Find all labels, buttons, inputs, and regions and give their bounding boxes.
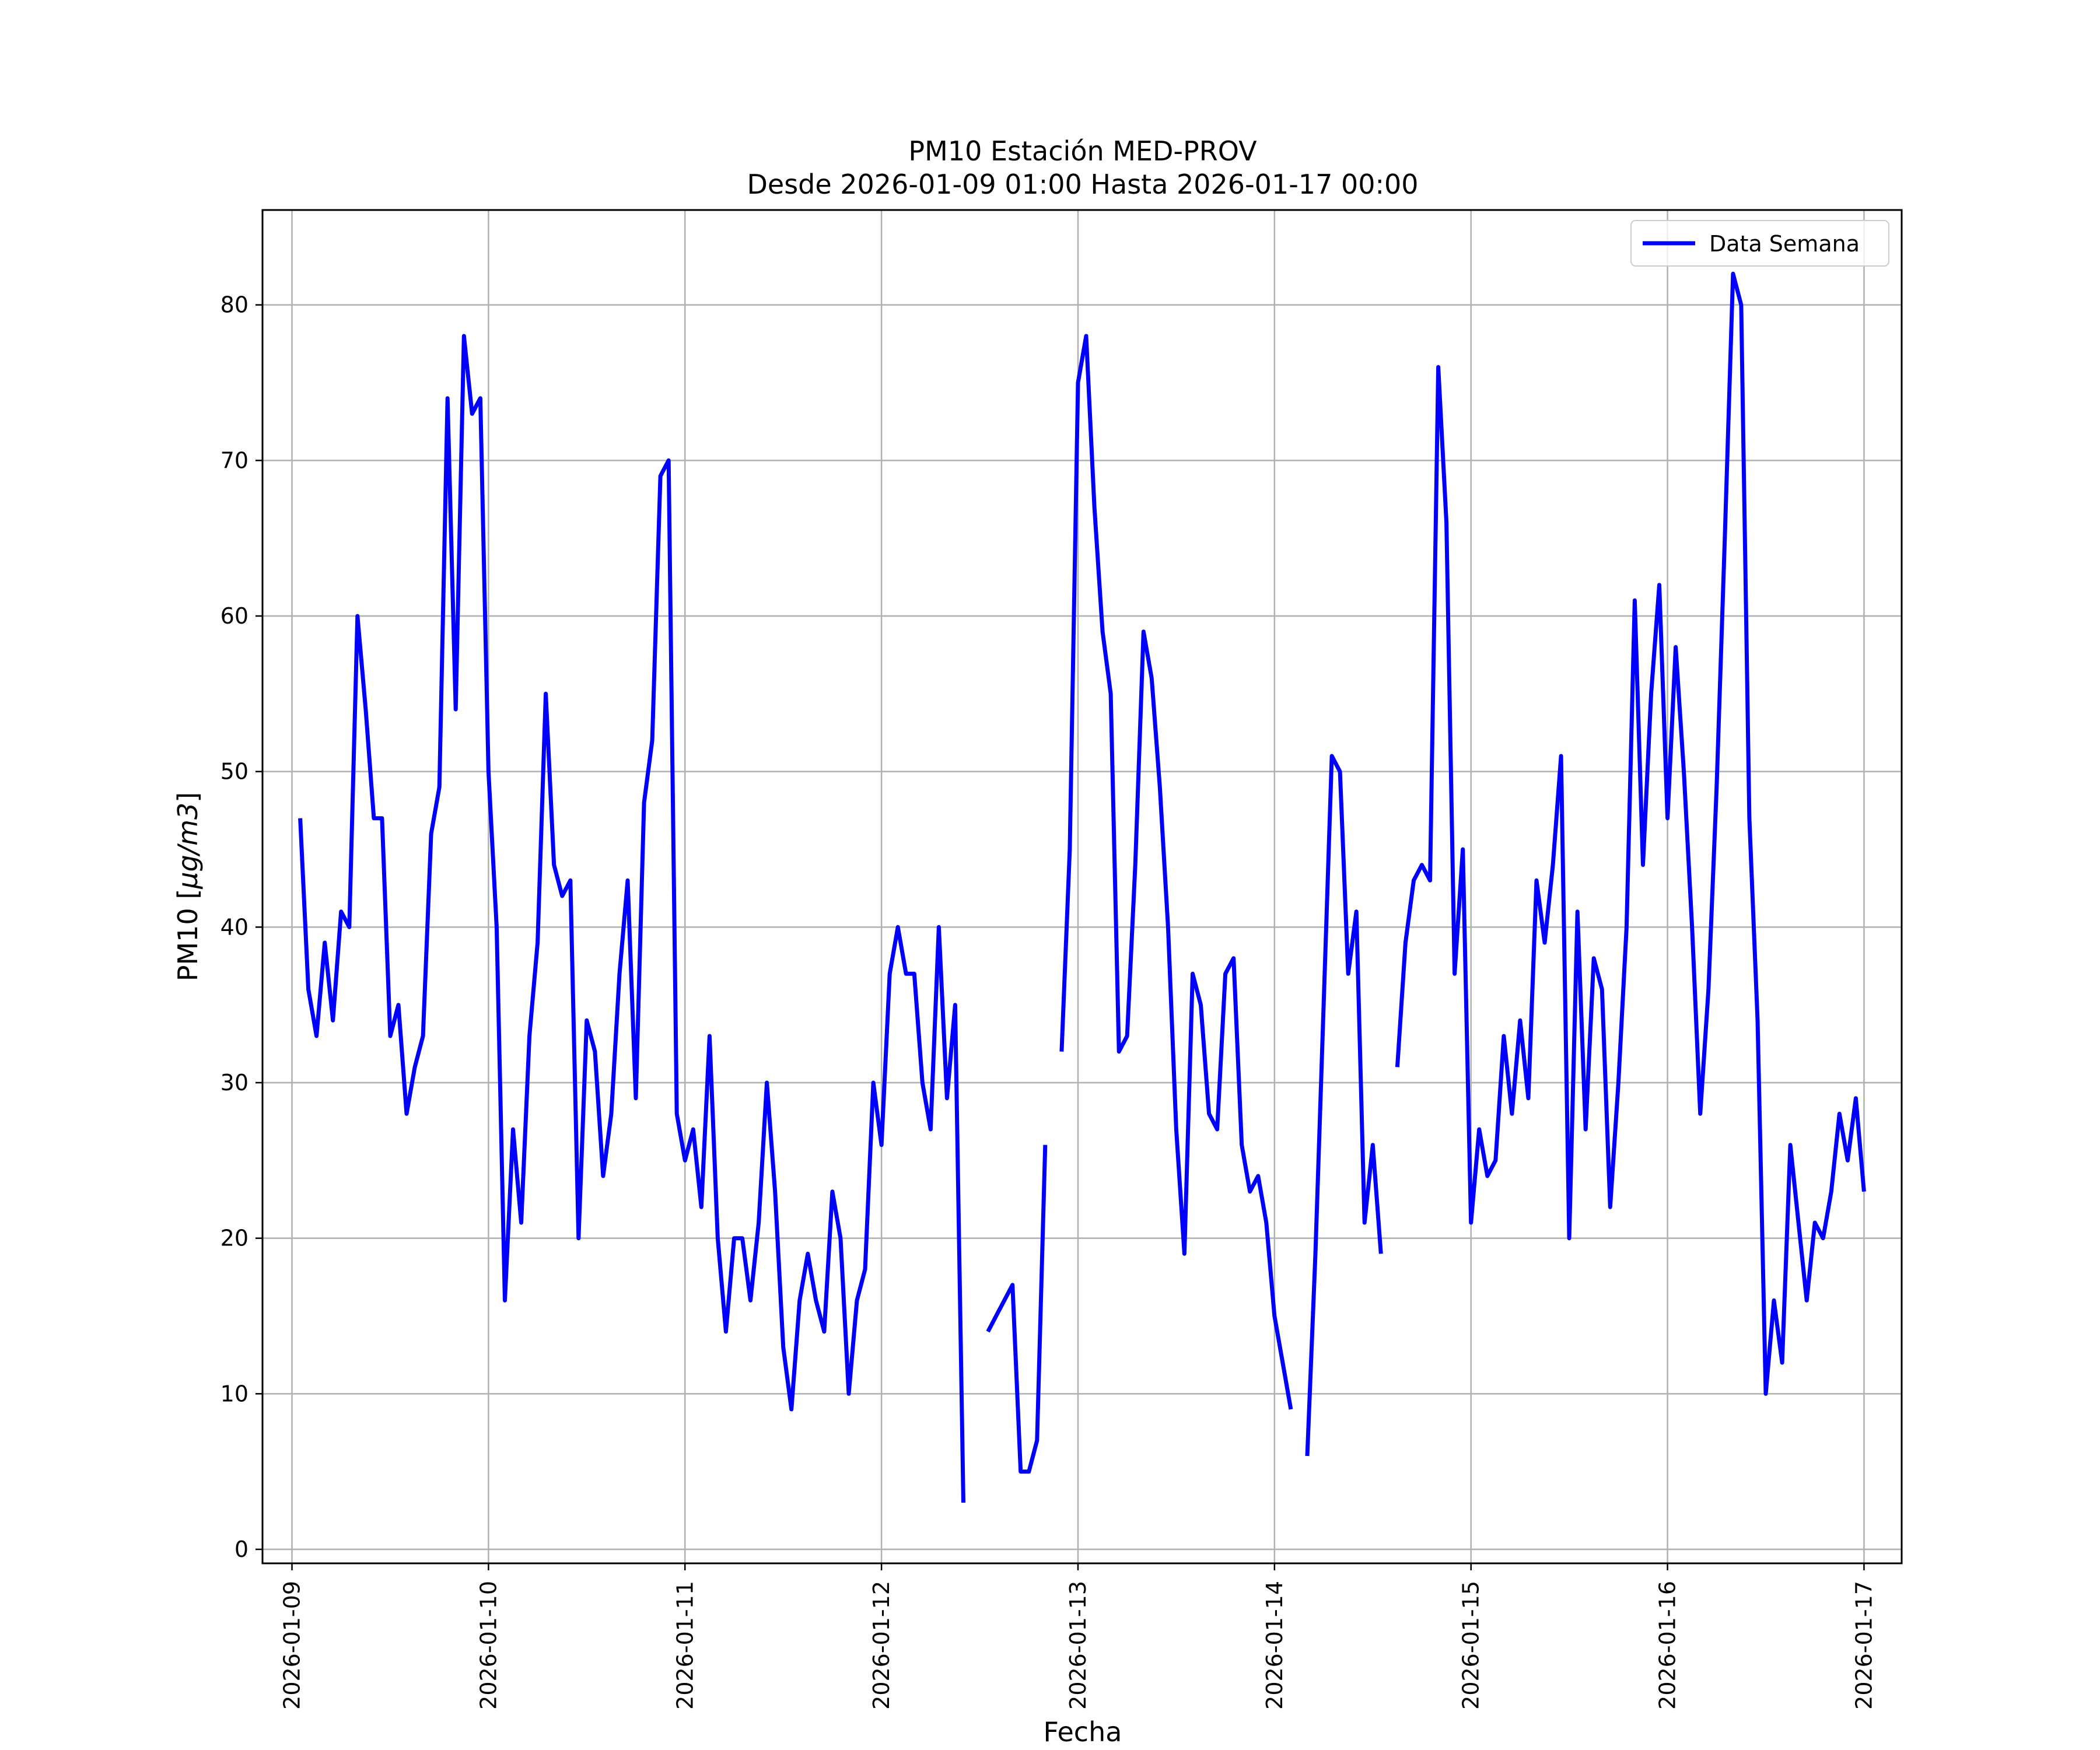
axes-frame <box>261 209 1903 1564</box>
y-axis-label-unit: μg/m3 <box>172 803 204 890</box>
x-tick-label: 2026-01-10 <box>475 1581 501 1710</box>
x-tick-label: 2026-01-09 <box>279 1581 305 1710</box>
y-axis-ticks: 0 10 20 30 40 50 60 70 80 <box>220 292 262 1562</box>
series-line-segment <box>298 334 965 1503</box>
legend: Data Semana <box>1630 220 1889 267</box>
series-line-segment <box>1305 754 1383 1457</box>
x-tick-label: 2026-01-15 <box>1458 1581 1484 1710</box>
x-tick-label: 2026-01-16 <box>1655 1581 1681 1710</box>
x-tick-label: 2026-01-12 <box>869 1581 894 1710</box>
plot-area <box>262 210 1902 1563</box>
y-tick-label: 40 <box>220 914 249 940</box>
chart-title: PM10 Estación MED-PROV <box>908 135 1257 167</box>
y-tick-label: 80 <box>220 292 249 318</box>
x-tick-label: 2026-01-11 <box>672 1581 698 1710</box>
x-axis-ticks: 2026-01-09 2026-01-10 2026-01-11 2026-01-12… <box>279 1563 1877 1710</box>
y-tick-label: 0 <box>235 1536 249 1562</box>
x-tick-label: 2026-01-17 <box>1851 1581 1877 1710</box>
y-tick-label: 30 <box>220 1070 249 1096</box>
chart-subtitle: Desde 2026-01-09 01:00 Hasta 2026-01-17 … <box>747 169 1418 200</box>
x-axis-label: Fecha <box>1044 1716 1122 1748</box>
y-axis-label: PM10 [μg/m3] <box>172 792 204 982</box>
y-axis-label-prefix: PM10 [ <box>172 889 204 982</box>
y-tick-label: 20 <box>220 1226 249 1251</box>
y-axis-label-suffix: ] <box>172 792 204 803</box>
series-line-segment <box>1395 271 1866 1396</box>
series-line-segment <box>986 1144 1048 1474</box>
series-line-segment <box>1059 334 1293 1410</box>
y-tick-label: 60 <box>220 603 249 629</box>
y-tick-label: 50 <box>220 759 249 785</box>
legend-box <box>1630 220 1889 267</box>
y-tick-label: 70 <box>220 447 249 473</box>
y-tick-label: 10 <box>220 1381 249 1406</box>
data-series <box>298 271 1866 1503</box>
grid-lines <box>262 210 1902 1563</box>
legend-label: Data Semana <box>1709 231 1860 257</box>
x-tick-label: 2026-01-14 <box>1262 1581 1287 1710</box>
x-tick-label: 2026-01-13 <box>1065 1581 1091 1710</box>
